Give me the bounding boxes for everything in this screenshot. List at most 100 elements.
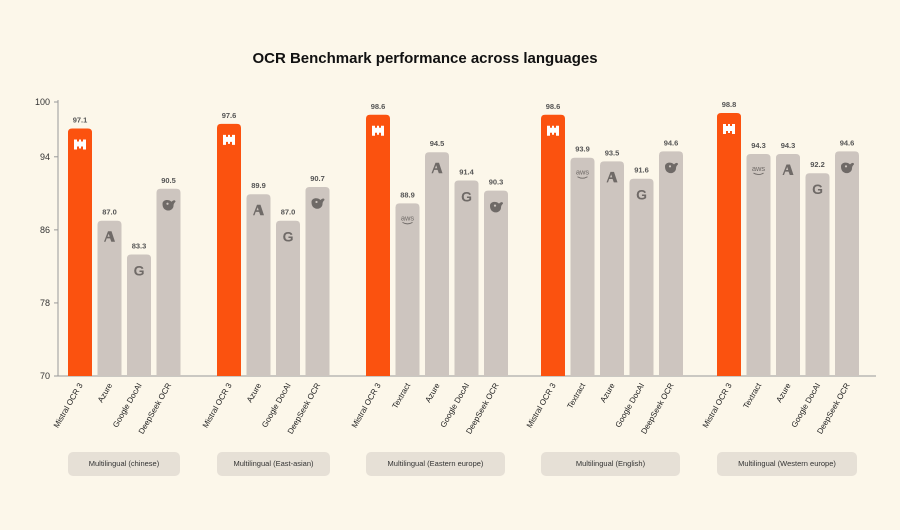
x-tick-label: DeepSeek OCR [137, 381, 174, 435]
x-tick-label: Textract [741, 381, 763, 410]
bar [395, 203, 420, 376]
x-tick-label: Azure [245, 381, 264, 404]
x-tick-label: Mistral OCR 3 [350, 381, 383, 429]
x-tick-label: Mistral OCR 3 [52, 381, 85, 429]
azure-logo-icon [253, 204, 264, 216]
svg-text:G: G [283, 229, 294, 245]
bar [305, 186, 330, 376]
x-tick-label: DeepSeek OCR [815, 381, 852, 435]
bar-value-label: 90.3 [489, 178, 504, 187]
bar [127, 254, 151, 376]
google-logo-icon: G [134, 263, 145, 279]
bar [541, 114, 565, 376]
azure-logo-icon [782, 164, 794, 176]
bar-value-label: 98.6 [546, 102, 561, 111]
x-tick-label: Google DocAI [111, 382, 144, 430]
deepseek-logo-icon [665, 162, 678, 174]
y-tick-label: 86 [40, 225, 50, 235]
bar [68, 128, 92, 376]
x-tick-label: Azure [96, 381, 115, 404]
google-logo-icon: G [812, 181, 823, 197]
x-tick-label: Google DocAI [790, 382, 823, 430]
svg-text:aws: aws [401, 213, 415, 222]
y-tick-label: 78 [40, 298, 50, 308]
bar [366, 114, 390, 376]
google-logo-icon: G [461, 189, 472, 205]
y-tick-label: 94 [40, 152, 50, 162]
bar-value-label: 94.6 [664, 138, 679, 147]
bar [776, 154, 800, 376]
bar-value-label: 94.5 [430, 139, 445, 148]
azure-logo-icon [606, 171, 618, 183]
mistral-logo-icon [223, 134, 235, 145]
bar [454, 180, 479, 376]
bar-value-label: 87.0 [102, 208, 117, 217]
x-tick-label: Google DocAI [439, 382, 472, 430]
deepseek-logo-icon [162, 200, 176, 211]
azure-logo-icon [104, 231, 115, 242]
svg-text:G: G [812, 181, 823, 197]
bar-value-label: 93.5 [605, 148, 620, 157]
bar [97, 220, 122, 376]
y-tick-label: 100 [35, 97, 50, 107]
bar [276, 220, 300, 376]
x-tick-label: DeepSeek OCR [286, 381, 323, 435]
bar [425, 152, 449, 376]
x-tick-label: Azure [598, 381, 617, 404]
aws-logo-icon: aws [401, 213, 415, 225]
mistral-logo-icon [372, 125, 384, 136]
bar-value-label: 91.6 [634, 166, 649, 175]
bar-value-label: 94.3 [751, 141, 766, 150]
bar-value-label: 90.5 [161, 176, 176, 185]
group-label: Multilingual (Western europe) [717, 452, 857, 476]
svg-text:G: G [636, 187, 647, 203]
bar-value-label: 88.9 [400, 190, 415, 199]
bar-value-label: 93.9 [575, 145, 590, 154]
x-tick-label: DeepSeek OCR [464, 381, 501, 435]
bar-value-label: 92.2 [810, 160, 825, 169]
x-tick-label: Azure [774, 381, 793, 404]
svg-text:aws: aws [752, 164, 766, 173]
group-label: Multilingual (English) [541, 452, 680, 476]
aws-logo-icon: aws [752, 164, 766, 176]
svg-text:G: G [134, 263, 145, 279]
bar-value-label: 97.1 [73, 115, 88, 124]
mistral-logo-icon [723, 123, 735, 134]
bar [156, 188, 181, 376]
mistral-logo-icon [74, 139, 86, 150]
bar-value-label: 94.6 [840, 138, 855, 147]
bar [746, 154, 771, 376]
bar-value-label: 98.6 [371, 102, 386, 111]
x-tick-label: DeepSeek OCR [639, 381, 676, 435]
bar-value-label: 91.4 [459, 168, 474, 177]
bar [484, 190, 508, 376]
svg-text:G: G [461, 189, 472, 205]
bar [246, 194, 271, 376]
azure-logo-icon [431, 162, 443, 174]
bar [805, 173, 830, 376]
bar-value-label: 94.3 [781, 141, 796, 150]
bar [217, 123, 241, 376]
x-tick-label: Google DocAI [614, 382, 647, 430]
chart-title: OCR Benchmark performance across languag… [252, 50, 598, 67]
bar [570, 157, 595, 376]
group-label: Multilingual (East-asian) [217, 452, 330, 476]
svg-text:aws: aws [576, 168, 590, 177]
deepseek-logo-icon [490, 201, 503, 213]
bar-value-label: 98.8 [722, 100, 737, 109]
x-tick-label: Mistral OCR 3 [701, 381, 734, 429]
deepseek-logo-icon [311, 198, 325, 209]
google-logo-icon: G [283, 229, 294, 245]
group-label: Multilingual (Eastern europe) [366, 452, 505, 476]
bar-value-label: 89.9 [251, 181, 266, 190]
x-tick-label: Mistral OCR 3 [525, 381, 558, 429]
group-label: Multilingual (chinese) [68, 452, 180, 476]
x-tick-label: Mistral OCR 3 [201, 381, 234, 429]
bar-value-label: 87.0 [281, 208, 296, 217]
x-tick-label: Google DocAI [260, 382, 293, 430]
bar [659, 151, 683, 376]
x-tick-label: Azure [423, 381, 442, 404]
mistral-logo-icon [547, 125, 559, 136]
bar [835, 151, 859, 376]
